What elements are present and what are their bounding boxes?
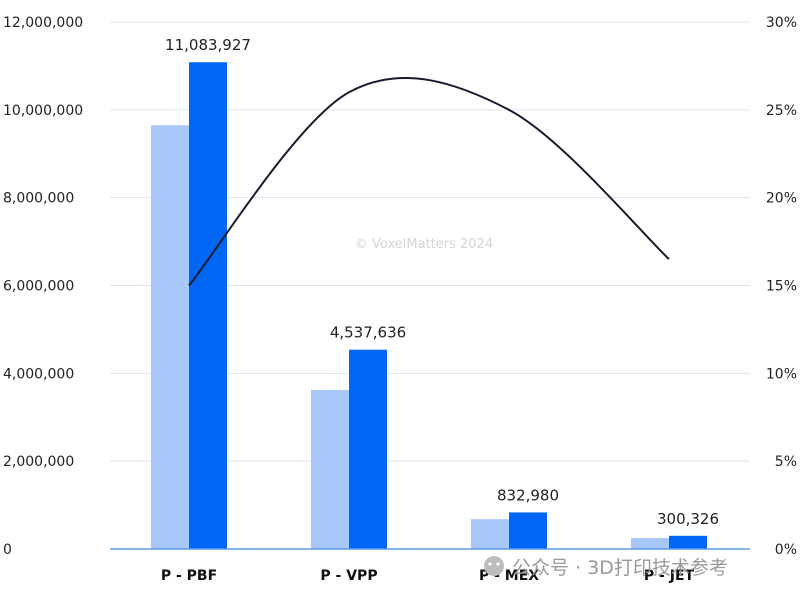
- left-tick-label: 12,000,000: [3, 15, 83, 31]
- bar-series-1: [471, 519, 509, 549]
- bar-series-2: [509, 512, 547, 549]
- watermark: © VoxelMatters 2024: [355, 237, 493, 252]
- bars: [151, 62, 707, 550]
- left-tick-label: 10,000,000: [3, 103, 83, 119]
- wechat-caption: 公众号 · 3D打印技术参考: [484, 556, 728, 579]
- category-label: P - PBF: [161, 568, 217, 584]
- left-tick-label: 0: [3, 542, 12, 558]
- left-axis-ticks: 0 2,000,000 4,000,000 6,000,000 8,000,000 10,…: [3, 15, 83, 558]
- data-label: 832,980: [497, 486, 559, 504]
- wechat-icon-eye-left: [488, 562, 492, 566]
- bar-series-1: [631, 538, 669, 549]
- left-tick-label: 4,000,000: [3, 366, 74, 382]
- data-label: 11,083,927: [165, 36, 251, 54]
- right-axis-ticks: 0% 5% 10% 15% 20% 25% 30%: [766, 15, 797, 558]
- left-tick-label: 6,000,000: [3, 279, 74, 295]
- left-tick-label: 2,000,000: [3, 454, 74, 470]
- bar-series-1: [311, 390, 349, 549]
- right-tick-label: 30%: [766, 15, 797, 31]
- data-label: 4,537,636: [330, 324, 406, 342]
- right-tick-label: 25%: [766, 103, 797, 119]
- bar-series-2: [669, 535, 707, 549]
- data-labels: 11,083,927 4,537,636 832,980 300,326: [165, 36, 719, 528]
- right-tick-label: 0%: [775, 542, 797, 558]
- right-tick-label: 20%: [766, 191, 797, 207]
- data-label: 300,326: [657, 510, 719, 528]
- wechat-caption-text: 公众号 · 3D打印技术参考: [512, 557, 728, 579]
- bar-series-2: [349, 349, 387, 549]
- left-tick-label: 8,000,000: [3, 191, 74, 207]
- category-label: P - VPP: [320, 568, 377, 584]
- wechat-icon: [484, 556, 504, 576]
- right-tick-label: 15%: [766, 279, 797, 295]
- right-tick-label: 5%: [775, 454, 797, 470]
- category-label: P - JET: [644, 568, 695, 584]
- bar-series-1: [151, 125, 189, 550]
- wechat-icon-eye-right: [496, 562, 500, 566]
- right-tick-label: 10%: [766, 366, 797, 382]
- bar-series-2: [189, 62, 227, 550]
- trend-line: [188, 76, 670, 287]
